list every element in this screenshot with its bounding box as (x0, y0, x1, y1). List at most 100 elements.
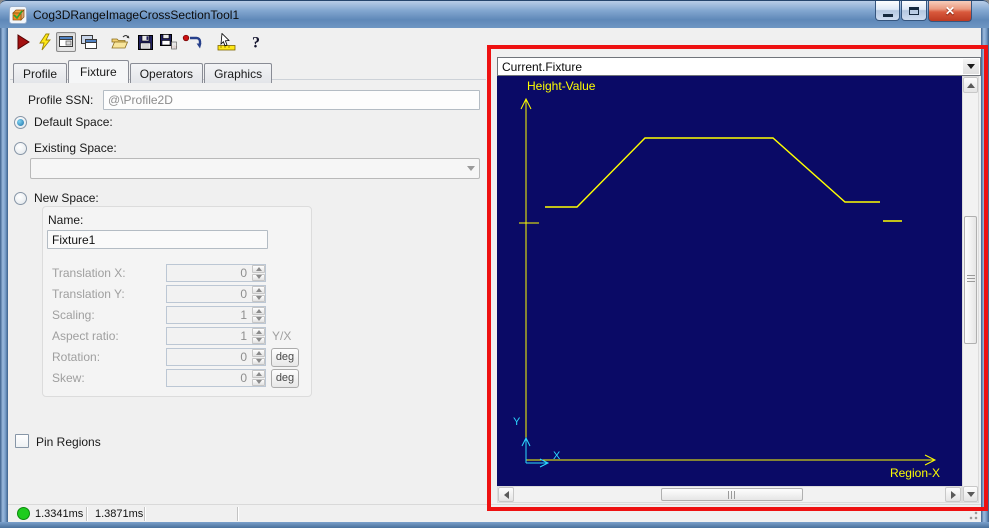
status-separator (86, 507, 87, 521)
profile-canvas[interactable]: Height-Value Region-X Y X (497, 76, 962, 486)
tab-graphics[interactable]: Graphics (204, 63, 273, 83)
combo-arrow-button[interactable] (963, 59, 979, 74)
skew-stepper[interactable] (251, 370, 265, 386)
display-horizontal-scrollbar[interactable] (497, 486, 962, 503)
save-button[interactable] (135, 32, 155, 52)
scaling-label: Scaling: (52, 308, 95, 322)
float-window-button[interactable] (79, 32, 99, 52)
arrow-right-icon (950, 490, 956, 499)
reset-icon (182, 34, 202, 49)
translation-y-input[interactable]: 0 (166, 285, 266, 303)
y-axis-arrow-icon (520, 97, 532, 110)
status-separator (144, 507, 145, 521)
electric-icon (39, 33, 51, 51)
profile-line (545, 137, 880, 208)
status-indicator (17, 507, 30, 520)
close-button[interactable]: ✕ (928, 1, 972, 22)
x-axis-title: Region-X (890, 466, 940, 480)
translation-x-input[interactable]: 0 (166, 264, 266, 282)
scaling-stepper[interactable] (251, 307, 265, 323)
help-icon: ? (252, 35, 260, 52)
tab-operators[interactable]: Operators (129, 63, 204, 83)
close-icon: ✕ (944, 4, 956, 18)
display-record-combobox[interactable]: Current.Fixture (497, 57, 981, 76)
chevron-down-icon (467, 165, 475, 171)
pin-regions-label: Pin Regions (36, 435, 101, 449)
float-window-icon (81, 34, 97, 49)
minimize-button[interactable] (875, 1, 900, 21)
save-icon (137, 34, 153, 50)
status-time-2: 1.3871ms (95, 508, 144, 520)
existing-space-label: Existing Space: (34, 141, 117, 155)
mini-axis-x-label: X (553, 450, 561, 462)
electric-run-button[interactable] (35, 32, 55, 52)
tool-window-icon (58, 36, 73, 47)
maximize-button[interactable] (901, 1, 927, 21)
rotation-input[interactable]: 0 (166, 348, 266, 366)
profile-ssn-input[interactable]: @\Profile2D (103, 90, 480, 110)
scroll-right-button[interactable] (945, 487, 961, 502)
status-separator (237, 507, 238, 521)
profile-ssn-label: Profile SSN: (28, 93, 94, 107)
translation-y-label: Translation Y: (52, 287, 125, 301)
aspect-ratio-input[interactable]: 1 (166, 327, 266, 345)
tab-fixture[interactable]: Fixture (68, 60, 129, 83)
tab-profile[interactable]: Profile (13, 63, 68, 83)
tool-window-button[interactable] (56, 32, 76, 52)
aspect-ratio-label: Aspect ratio: (52, 329, 119, 343)
vertical-scroll-thumb[interactable] (964, 216, 977, 344)
save-image-icon (159, 34, 177, 50)
translation-x-label: Translation X: (52, 266, 126, 280)
pin-regions-checkbox[interactable] (15, 434, 29, 448)
y-axis-title: Height-Value (527, 79, 596, 93)
scaling-input[interactable]: 1 (166, 306, 266, 324)
resize-grip[interactable] (968, 510, 978, 520)
mini-axis-x-arrow-icon (539, 458, 550, 468)
mini-axis-y-arrow-icon (521, 436, 531, 447)
scroll-down-button[interactable] (963, 486, 978, 502)
open-button[interactable] (110, 32, 130, 52)
mini-axis-y-label: Y (513, 416, 521, 428)
status-time-1: 1.3341ms (35, 508, 84, 520)
chevron-down-icon (967, 64, 975, 69)
horizontal-scroll-thumb[interactable] (661, 488, 803, 501)
aspect-ratio-stepper[interactable] (251, 328, 265, 344)
new-space-radio[interactable] (14, 192, 27, 205)
display-record-value: Current.Fixture (502, 60, 583, 74)
existing-space-radio[interactable] (14, 142, 27, 155)
scroll-up-button[interactable] (963, 77, 978, 93)
default-space-radio[interactable] (14, 116, 27, 129)
pointer-tool-button[interactable] (217, 32, 237, 52)
thumb-grip-icon (728, 491, 736, 499)
aspect-ratio-units: Y/X (272, 329, 292, 343)
thumb-grip-icon (967, 275, 975, 283)
existing-space-combobox[interactable] (30, 158, 480, 179)
minimize-icon (882, 14, 893, 17)
pointer-ruler-icon (217, 32, 236, 50)
help-button[interactable]: ? (246, 32, 266, 52)
maximize-icon (909, 6, 919, 15)
save-image-button[interactable] (158, 32, 178, 52)
rotation-deg-button[interactable]: deg (271, 348, 299, 367)
skew-deg-button[interactable]: deg (271, 369, 299, 388)
window-title: Cog3DRangeImageCrossSectionTool1 (33, 8, 240, 22)
app-cube-icon (9, 6, 27, 24)
x-axis-arrow-icon (924, 454, 937, 466)
skew-label: Skew: (52, 371, 85, 385)
toolbar: ? (8, 28, 981, 58)
run-icon (17, 34, 30, 50)
translation-x-stepper[interactable] (251, 265, 265, 281)
skew-input[interactable]: 0 (166, 369, 266, 387)
scroll-left-button[interactable] (498, 487, 514, 502)
translation-y-stepper[interactable] (251, 286, 265, 302)
default-space-label: Default Space: (34, 115, 113, 129)
rotation-stepper[interactable] (251, 349, 265, 365)
arrow-left-icon (503, 490, 509, 499)
title-bar[interactable]: Cog3DRangeImageCrossSectionTool1 ✕ (0, 0, 989, 28)
display-vertical-scrollbar[interactable] (962, 76, 979, 503)
run-button[interactable] (13, 32, 33, 52)
reset-button[interactable] (182, 32, 202, 52)
name-input[interactable]: Fixture1 (47, 230, 268, 249)
tab-strip: Profile Fixture Operators Graphics (13, 60, 273, 83)
